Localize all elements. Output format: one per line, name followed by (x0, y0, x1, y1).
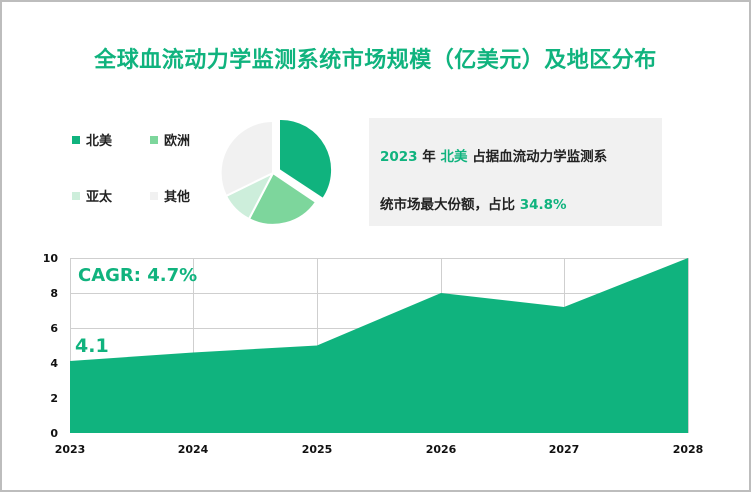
insight-line1-rest: 占据血流动力学监测系 (472, 149, 608, 165)
y-tick-0: 0 (50, 427, 58, 440)
x-tick-2024: 2024 (177, 443, 209, 456)
legend-label: 北美 (86, 134, 113, 149)
y-tick-4: 4 (50, 357, 58, 370)
legend-swatch-europe (150, 135, 158, 144)
cagr-annotation: CAGR: 4.7% (78, 265, 198, 286)
insight-year: 2023 (380, 149, 418, 165)
y-tick-2: 2 (50, 392, 58, 405)
insight-line-2: 统市场最大份额，占比 34.8% (380, 193, 567, 213)
legend-label: 其他 (164, 190, 191, 205)
insight-line-1: 2023 年 北美 占据血流动力学监测系 (380, 145, 607, 165)
legend-item-europe: 欧洲 (150, 130, 190, 149)
insight-year-suffix: 年 (422, 149, 436, 165)
y-tick-6: 6 (50, 322, 58, 335)
insight-share: 34.8% (519, 197, 567, 213)
x-tick-2025: 2025 (301, 443, 333, 456)
chart-title: 全球血流动力学监测系统市场规模（亿美元）及地区分布 (94, 48, 657, 73)
legend-item-asia-pacific: 亚太 (72, 186, 112, 205)
pie-slice-north-america (278, 117, 334, 201)
y-tick-10: 10 (42, 252, 58, 265)
legend-swatch-other (150, 191, 158, 200)
x-tick-2028: 2028 (672, 443, 704, 456)
legend-swatch-north-america (72, 135, 80, 144)
pie-slice-other (219, 119, 274, 198)
legend-swatch-asia-pacific (72, 191, 80, 200)
insight-box: 2023 年 北美 占据血流动力学监测系 统市场最大份额，占比 34.8% (369, 118, 662, 226)
first-value-label: 4.1 (75, 335, 109, 357)
area-series-market-size (70, 258, 688, 433)
legend-label: 亚太 (86, 190, 113, 205)
y-tick-8: 8 (50, 287, 58, 300)
insight-line2-text: 统市场最大份额，占比 (380, 197, 515, 213)
legend-item-other: 其他 (150, 186, 190, 205)
legend-item-north-america: 北美 (72, 130, 112, 149)
x-tick-2026: 2026 (425, 443, 457, 456)
legend-label: 欧洲 (164, 134, 191, 149)
x-tick-2027: 2027 (548, 443, 580, 456)
pie-legend: 北美 欧洲 亚太 其他 (72, 130, 212, 210)
x-tick-2023: 2023 (54, 443, 86, 456)
area-chart (70, 258, 689, 433)
insight-region: 北美 (440, 149, 468, 165)
pie-chart (219, 117, 334, 226)
pie-slice-europe (247, 171, 318, 226)
